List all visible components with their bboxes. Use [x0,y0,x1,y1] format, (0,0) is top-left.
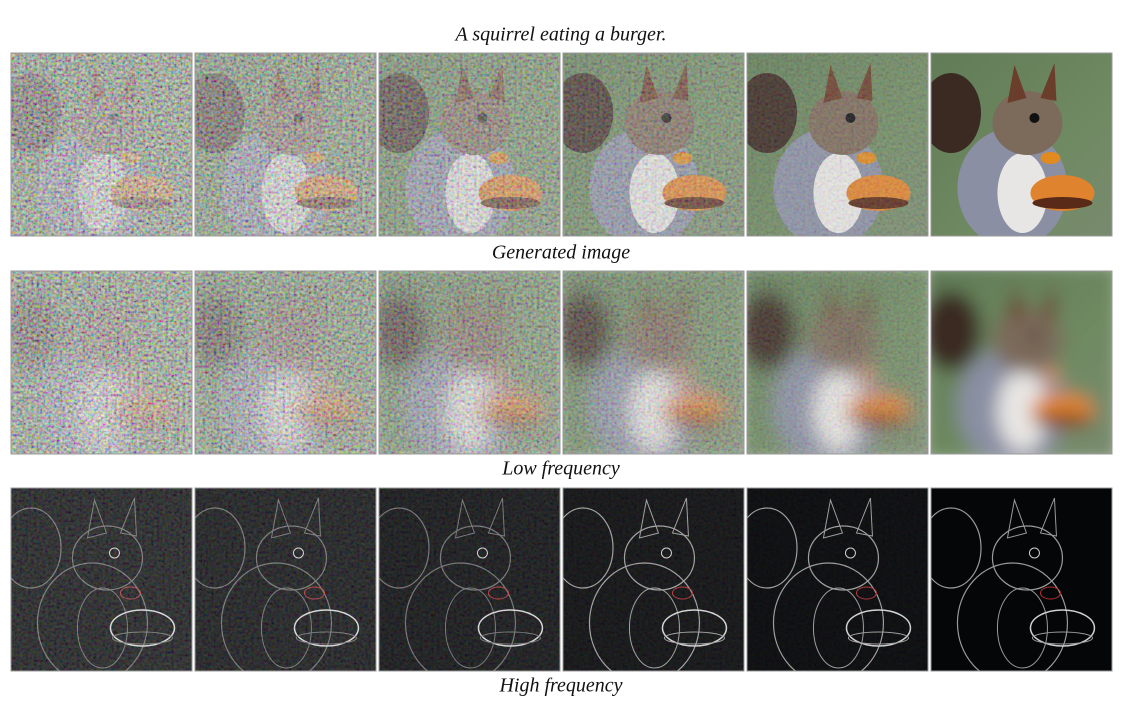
belly [996,587,1048,669]
image-panel [11,488,192,671]
noise [747,488,928,671]
image-panel [11,271,192,454]
ear [1040,63,1057,101]
row-caption: Low frequency [501,458,620,480]
image-panel [195,53,376,236]
head [991,525,1064,591]
ear [1039,497,1057,537]
belly [997,371,1048,451]
image-panel [195,488,376,671]
panel-border [378,52,561,237]
panel-border [746,52,929,237]
noise [747,271,928,454]
noise [379,488,560,671]
noise [195,488,376,671]
patty [1032,197,1093,209]
panel-border [10,270,193,455]
patty [1031,631,1093,645]
panel-border [194,270,377,455]
tail [931,507,982,589]
lettuce [1039,586,1061,600]
image-panel [931,488,1112,671]
panel-border [930,52,1113,237]
image-panel [931,271,1112,454]
panel-border [930,487,1113,672]
image-panel [747,488,928,671]
image-panel [11,53,192,236]
head [992,91,1063,155]
noise [563,53,744,236]
squirrel [931,271,1112,454]
noise [11,271,192,454]
panel-border [378,487,561,672]
row-caption: High frequency [498,675,622,697]
image-panel [563,488,744,671]
row-caption: Generated image [492,242,630,264]
image-panel [379,53,560,236]
squirrel [931,488,1112,671]
panel-border [10,52,193,237]
noise [563,488,744,671]
figure-title: A squirrel eating a burger. [454,24,667,46]
panel-border [562,52,745,237]
panel-border [194,487,377,672]
ear [1006,498,1028,539]
ear [1040,281,1057,319]
tail [931,291,981,371]
image-panel [195,271,376,454]
panel-border [194,52,377,237]
ear [1007,283,1027,321]
noise [195,53,376,236]
panel-border [562,487,745,672]
lettuce [1040,370,1061,382]
image-panel [379,488,560,671]
ear [1007,65,1027,103]
image-panel [379,271,560,454]
panel-border [746,270,929,455]
noise [747,53,928,236]
noise [195,271,376,454]
burger [1029,609,1096,647]
lettuce [1040,152,1061,164]
noise [11,488,192,671]
eye [1028,547,1040,559]
image-panel [747,53,928,236]
noise [379,53,560,236]
image-panel [747,271,928,454]
belly [997,153,1048,233]
image-panel [563,271,744,454]
panel-border [378,270,561,455]
squirrel [931,53,1112,236]
panel-border [746,487,929,672]
body [956,562,1069,671]
panels [10,52,1113,672]
noise [563,271,744,454]
eye [1029,113,1040,123]
panel-border [10,487,193,672]
noise [379,271,560,454]
panel-border [562,270,745,455]
noise [11,53,192,236]
image-panel [563,53,744,236]
panel-border [930,270,1113,455]
patty [1032,415,1093,427]
head [992,309,1063,373]
tail [931,73,981,153]
image-panel [931,53,1112,236]
eye [1029,331,1040,341]
